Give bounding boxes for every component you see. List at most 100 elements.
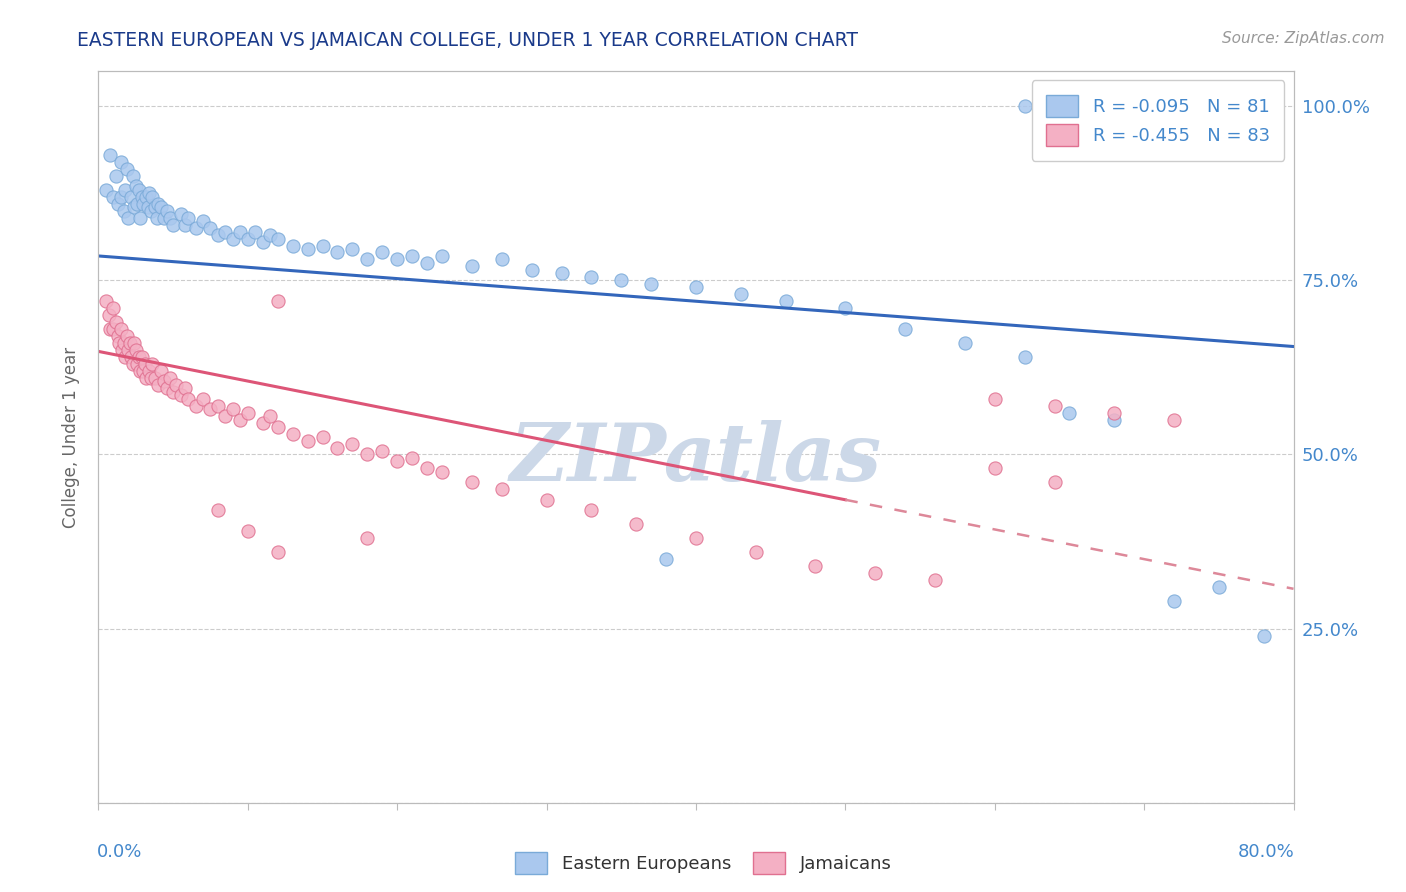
- Point: [1043, 399, 1066, 413]
- Point: [136, 200, 159, 214]
- Point: [129, 364, 152, 378]
- Point: [120, 190, 142, 204]
- Point: [267, 545, 290, 559]
- Point: [129, 211, 152, 225]
- Point: [311, 430, 333, 444]
- Point: [214, 409, 236, 424]
- Point: [1208, 580, 1230, 594]
- Point: [143, 200, 166, 214]
- Point: [745, 545, 768, 559]
- Point: [121, 357, 143, 371]
- Point: [111, 343, 134, 357]
- Point: [1059, 406, 1081, 420]
- Text: 80.0%: 80.0%: [1237, 843, 1295, 861]
- Point: [229, 225, 252, 239]
- Point: [1014, 99, 1036, 113]
- Point: [520, 263, 543, 277]
- Text: 0.0%: 0.0%: [97, 843, 142, 861]
- Point: [259, 409, 281, 424]
- Point: [135, 371, 157, 385]
- Point: [222, 231, 245, 245]
- Point: [252, 416, 274, 430]
- Point: [135, 190, 157, 204]
- Point: [1253, 127, 1275, 141]
- Point: [114, 183, 136, 197]
- Point: [131, 190, 153, 204]
- Point: [371, 245, 394, 260]
- Point: [107, 196, 129, 211]
- Point: [128, 350, 150, 364]
- Point: [834, 301, 856, 316]
- Point: [141, 357, 163, 371]
- Point: [98, 322, 122, 336]
- Point: [184, 399, 207, 413]
- Point: [236, 406, 259, 420]
- Point: [207, 228, 229, 243]
- Point: [259, 228, 281, 243]
- Point: [491, 252, 513, 267]
- Point: [207, 503, 229, 517]
- Point: [103, 322, 125, 336]
- Point: [1253, 629, 1275, 643]
- Point: [117, 211, 139, 225]
- Point: [356, 252, 378, 267]
- Point: [311, 238, 333, 252]
- Point: [1043, 475, 1066, 490]
- Point: [98, 148, 122, 162]
- Point: [124, 200, 146, 214]
- Point: [120, 350, 142, 364]
- Y-axis label: College, Under 1 year: College, Under 1 year: [62, 346, 80, 528]
- Point: [1104, 406, 1126, 420]
- Point: [156, 203, 179, 218]
- Point: [401, 450, 423, 465]
- Point: [174, 218, 197, 232]
- Text: Source: ZipAtlas.com: Source: ZipAtlas.com: [1222, 31, 1385, 46]
- Point: [685, 531, 707, 545]
- Point: [110, 322, 132, 336]
- Text: ZIPatlas: ZIPatlas: [510, 420, 882, 498]
- Point: [581, 503, 603, 517]
- Point: [252, 235, 274, 249]
- Point: [984, 392, 1007, 406]
- Point: [117, 343, 139, 357]
- Point: [281, 238, 304, 252]
- Point: [200, 402, 222, 417]
- Point: [103, 190, 125, 204]
- Point: [214, 225, 236, 239]
- Point: [143, 371, 166, 385]
- Point: [118, 336, 141, 351]
- Point: [491, 483, 513, 497]
- Point: [125, 179, 148, 194]
- Point: [110, 155, 132, 169]
- Point: [1104, 412, 1126, 426]
- Point: [655, 552, 678, 566]
- Point: [156, 381, 179, 395]
- Point: [150, 364, 173, 378]
- Point: [401, 249, 423, 263]
- Point: [115, 329, 138, 343]
- Point: [162, 218, 184, 232]
- Point: [626, 517, 648, 532]
- Point: [153, 211, 176, 225]
- Point: [326, 441, 349, 455]
- Point: [1014, 350, 1036, 364]
- Point: [984, 461, 1007, 475]
- Point: [128, 183, 150, 197]
- Point: [115, 161, 138, 176]
- Point: [127, 357, 149, 371]
- Point: [159, 211, 181, 225]
- Point: [97, 308, 120, 322]
- Point: [297, 434, 319, 448]
- Point: [1163, 412, 1185, 426]
- Point: [139, 203, 162, 218]
- Point: [174, 381, 197, 395]
- Point: [953, 336, 976, 351]
- Point: [236, 231, 259, 245]
- Point: [461, 475, 484, 490]
- Point: [112, 203, 135, 218]
- Point: [416, 256, 439, 270]
- Point: [245, 225, 267, 239]
- Point: [229, 412, 252, 426]
- Point: [145, 211, 167, 225]
- Point: [103, 301, 125, 316]
